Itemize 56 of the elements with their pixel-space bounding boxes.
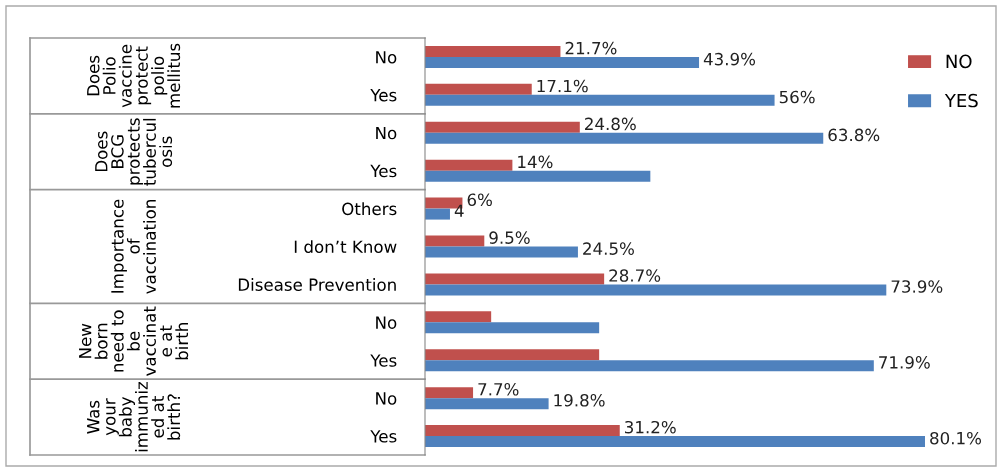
bar	[425, 246, 578, 258]
data-label: 24.8%	[585, 117, 636, 131]
legend-label: YES	[944, 93, 978, 108]
data-label: 14%	[518, 155, 553, 169]
bar	[425, 273, 605, 285]
bar	[425, 387, 474, 399]
bar	[425, 360, 874, 372]
data-label: 73.9%	[891, 280, 943, 293]
data-label: 9.5%	[489, 231, 530, 244]
data-label: 17.1%	[537, 79, 588, 93]
y-tick-label: Others	[342, 202, 397, 216]
data-label: 63.8%	[828, 128, 880, 142]
y-tick-label: Yes	[370, 89, 397, 102]
data-label: 19.8%	[554, 393, 605, 407]
bar	[425, 94, 775, 106]
text: Importance of vaccination	[111, 199, 156, 294]
bar	[425, 284, 887, 296]
bar	[425, 208, 450, 220]
bar	[425, 83, 532, 95]
bar	[425, 349, 600, 361]
y-tick-label: Disease Prevention	[238, 278, 396, 291]
bar	[425, 56, 700, 68]
bar	[425, 132, 824, 144]
bar	[425, 436, 925, 448]
data-label: 80.1%	[930, 431, 982, 445]
text: Does BCG protects tubercul osis	[95, 118, 173, 186]
y-tick-label: I don’t Know	[294, 240, 397, 254]
text: Was your baby immuniz ed at birth?	[87, 382, 181, 452]
bar	[425, 170, 651, 182]
data-label: 31.2%	[625, 420, 676, 434]
bar	[425, 425, 620, 437]
data-label: 21.7%	[565, 41, 617, 55]
data-label: 6%	[467, 193, 492, 207]
data-label: 71.9%	[879, 356, 930, 369]
y-tick-label: No	[376, 126, 397, 140]
y-tick-label: No	[376, 392, 397, 405]
data-label: 24.5%	[583, 242, 634, 255]
y-tick-label: Yes	[370, 430, 397, 443]
bar	[425, 121, 580, 133]
data-label: 4	[454, 204, 464, 217]
y-tick-label: Yes	[370, 354, 397, 367]
legend-label: NO	[946, 54, 972, 69]
data-label: 28.7%	[609, 269, 661, 282]
text: Does Polio vaccine protect polio mellitus	[87, 43, 181, 108]
data-label: 43.9%	[703, 52, 756, 66]
y-tick-label: No	[376, 316, 397, 329]
bar	[425, 45, 561, 57]
bar	[425, 398, 549, 410]
text: New born need to be vaccinat e at birth	[79, 306, 189, 376]
y-tick-label: Yes	[370, 164, 397, 178]
data-label: 7.7%	[478, 382, 519, 396]
bar	[425, 159, 513, 171]
y-tick-label: No	[376, 51, 397, 64]
data-label: 56%	[779, 90, 815, 104]
bar	[425, 322, 600, 334]
bar	[425, 311, 492, 323]
